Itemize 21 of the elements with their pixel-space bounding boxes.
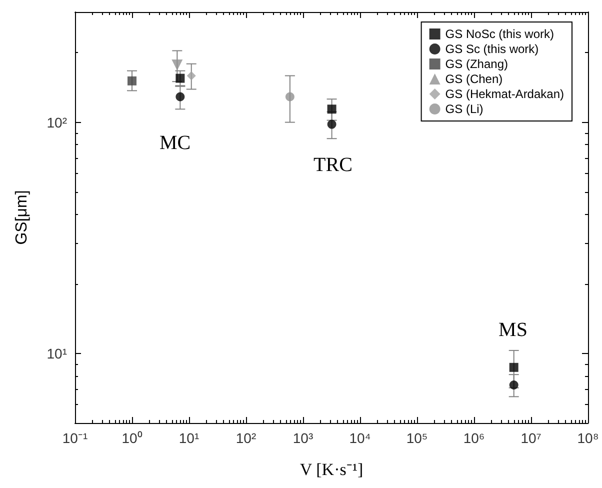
annotation: TRC <box>314 154 352 176</box>
legend-label: GS (Chen) <box>445 72 503 86</box>
annotation: MC <box>159 132 191 154</box>
x-tick-label: 10⁷ <box>520 430 542 446</box>
x-tick-label: 10⁵ <box>406 430 428 446</box>
annotation: MS <box>498 319 528 341</box>
legend-label: GS Sc (this work) <box>445 42 539 56</box>
legend-label: GS (Zhang) <box>445 57 508 71</box>
x-tick-label: 10² <box>236 430 256 446</box>
x-axis-title: V [K·s⁻¹] <box>300 460 364 479</box>
y-axis-title: GS[μm] <box>14 190 30 245</box>
legend-label: GS (Li) <box>445 102 484 116</box>
x-tick-label: 10³ <box>292 430 314 446</box>
legend-label: GS (Hekmat-Ardakan) <box>445 87 564 101</box>
x-tick-label: 10⁶ <box>463 430 485 446</box>
legend-label: GS NoSc (this work) <box>445 27 554 41</box>
x-tick-label: 10⁻¹ <box>62 430 88 446</box>
x-tick-label: 10⁰ <box>122 430 142 446</box>
x-tick-label: 10⁸ <box>577 430 599 446</box>
x-tick-label: 10⁴ <box>349 430 371 446</box>
x-tick-label: 10¹ <box>178 430 200 446</box>
